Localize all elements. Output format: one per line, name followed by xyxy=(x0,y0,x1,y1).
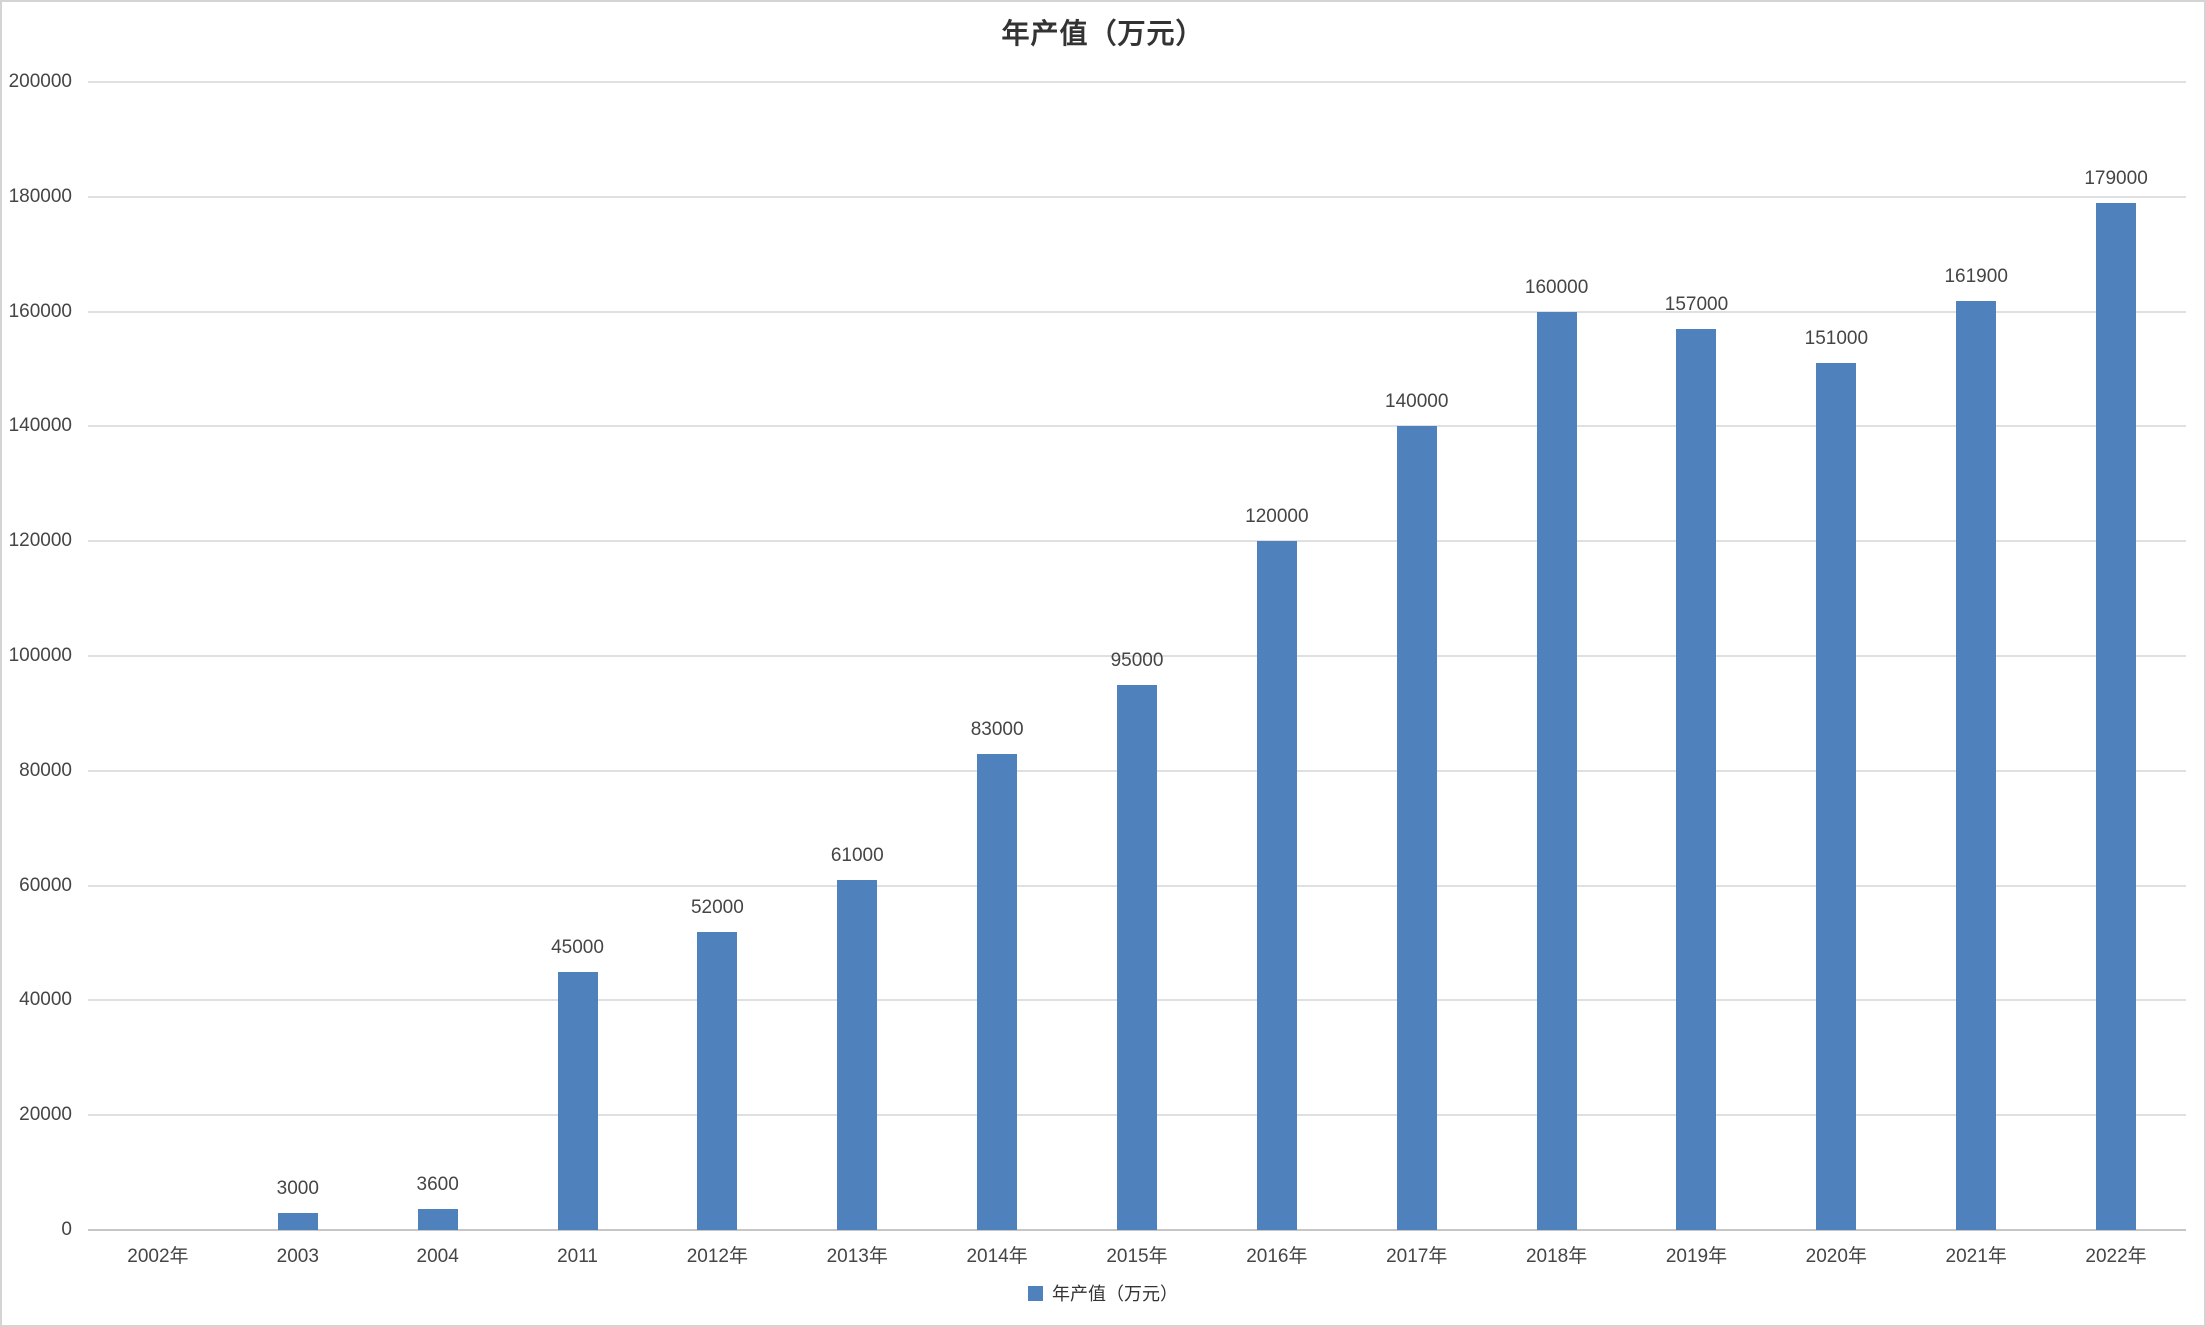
bar-value-label: 151000 xyxy=(1804,328,1869,350)
bar xyxy=(1676,328,1717,1230)
x-axis-label: 2020年 xyxy=(1805,1246,1867,1267)
bar xyxy=(2096,202,2137,1230)
x-axis-label: 2017年 xyxy=(1386,1246,1448,1267)
bar xyxy=(417,1209,458,1230)
bar-value-label: 179000 xyxy=(2084,167,2148,189)
legend-label: 年产值（万元） xyxy=(1052,1284,1178,1305)
bar-value-label: 3600 xyxy=(416,1174,459,1196)
bar xyxy=(1536,311,1577,1230)
x-axis-label: 2011 xyxy=(557,1246,598,1267)
x-axis-label: 2018年 xyxy=(1525,1246,1588,1267)
chart-title: 年产值（万元） xyxy=(1001,17,1205,50)
bar xyxy=(1956,300,1997,1230)
y-tick-label: 100000 xyxy=(8,645,72,666)
y-tick-label: 120000 xyxy=(8,530,72,552)
bar-value-label: 120000 xyxy=(1245,506,1309,528)
y-gridline xyxy=(88,655,2186,657)
bar-value-label: 95000 xyxy=(1110,649,1164,671)
x-axis-label: 2022年 xyxy=(2085,1246,2147,1267)
bar-value-label: 45000 xyxy=(551,936,604,958)
x-axis-label: 2003 xyxy=(276,1246,319,1267)
x-axis-label: 2016年 xyxy=(1246,1246,1308,1267)
bar-value-label: 52000 xyxy=(690,896,744,918)
bar xyxy=(1117,684,1157,1230)
y-tick-label: 140000 xyxy=(8,415,72,437)
bar-value-label: 61000 xyxy=(830,844,884,866)
x-axis-label: 2004 xyxy=(416,1246,459,1267)
bar-value-label: 157000 xyxy=(1664,293,1729,315)
y-tick-label: 40000 xyxy=(19,989,72,1011)
x-axis-label: 2014年 xyxy=(966,1246,1028,1267)
y-tick-label: 200000 xyxy=(8,71,72,92)
y-gridline xyxy=(88,540,2186,543)
x-axis-label: 2021年 xyxy=(1945,1246,2007,1267)
bar xyxy=(977,753,1018,1230)
y-gridline xyxy=(88,81,2186,83)
bar xyxy=(557,971,598,1230)
x-axis-line xyxy=(88,1229,2186,1231)
bar-value-label: 140000 xyxy=(1385,391,1449,413)
x-axis-label: 2012年 xyxy=(686,1246,749,1267)
bar xyxy=(697,931,738,1230)
bar xyxy=(837,879,878,1230)
legend: 年产值（万元） xyxy=(2,1280,2204,1306)
bar xyxy=(1256,541,1297,1230)
y-gridline xyxy=(88,425,2186,428)
y-gridline xyxy=(88,195,2186,198)
y-tick-label: 60000 xyxy=(19,874,72,896)
x-axis-label: 2019年 xyxy=(1665,1246,1728,1267)
bar-value-label: 83000 xyxy=(970,718,1024,740)
y-tick-label: 0 xyxy=(61,1219,72,1240)
bar-value-label: 160000 xyxy=(1524,276,1589,298)
y-tick-label: 20000 xyxy=(19,1104,72,1126)
x-axis-label: 2015年 xyxy=(1106,1246,1168,1267)
bar xyxy=(277,1212,318,1230)
y-gridline xyxy=(88,310,2186,313)
y-tick-label: 80000 xyxy=(19,759,72,781)
x-axis-label: 2002年 xyxy=(127,1246,189,1267)
y-tick-label: 180000 xyxy=(8,185,72,207)
bar-value-label: 3000 xyxy=(276,1177,319,1199)
x-axis-label: 2013年 xyxy=(826,1246,888,1267)
bar xyxy=(1816,363,1857,1230)
y-tick-label: 160000 xyxy=(8,300,72,322)
legend-swatch-icon xyxy=(1028,1285,1043,1301)
bar-value-label: 161900 xyxy=(1944,265,2008,287)
bar xyxy=(1396,426,1437,1230)
